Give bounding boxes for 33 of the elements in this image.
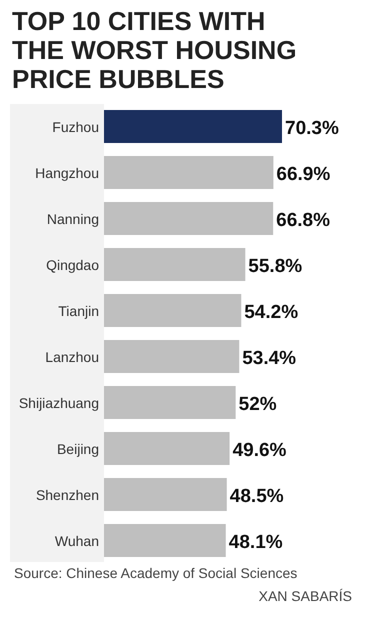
bar <box>104 294 242 327</box>
bar <box>104 478 227 511</box>
y-tick-label: Qingdao <box>46 257 100 273</box>
data-label: 70.3% <box>285 118 339 139</box>
y-tick-label: Lanzhou <box>45 349 99 365</box>
y-tick-label: Shijiazhuang <box>18 395 99 411</box>
bar <box>104 524 226 557</box>
y-tick-label: Tianjin <box>58 303 99 319</box>
data-label: 49.6% <box>232 440 287 461</box>
y-tick-label: Beijing <box>56 441 99 457</box>
data-label: 48.1% <box>228 532 283 553</box>
data-label: 66.8% <box>276 210 330 231</box>
bar <box>104 156 274 189</box>
bar <box>104 110 282 143</box>
data-label: 54.2% <box>244 302 298 323</box>
data-label: 53.4% <box>242 348 296 369</box>
y-tick-label: Shenzhen <box>36 487 99 503</box>
data-label: 52% <box>238 394 277 415</box>
y-tick-label: Nanning <box>46 211 99 227</box>
chart-title: TOP 10 CITIES WITH THE WORST HOUSING PRICE BUBBLES <box>12 6 297 94</box>
data-label: 48.5% <box>230 486 284 507</box>
y-tick-label: Wuhan <box>54 533 99 549</box>
source-note: Source: Chinese Academy of Social Sciences <box>14 565 298 581</box>
bar <box>104 386 236 419</box>
bar <box>104 202 274 235</box>
y-tick-label: Fuzhou <box>52 119 99 135</box>
bar <box>104 340 240 373</box>
text: XAN SABARÍS <box>258 588 352 604</box>
bar <box>104 432 230 465</box>
y-tick-label: Hangzhou <box>35 165 99 181</box>
bar <box>104 248 246 281</box>
data-label: 66.9% <box>276 164 330 185</box>
data-label: 55.8% <box>248 256 302 277</box>
